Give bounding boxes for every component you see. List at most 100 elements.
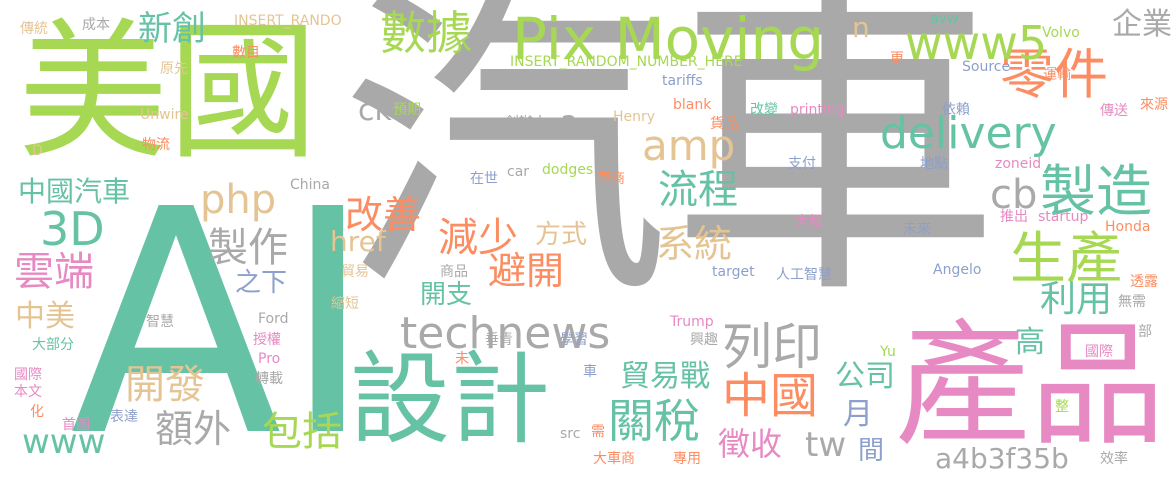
word-intl: 國際: [14, 367, 42, 383]
word-cloud-zh: 雲端: [14, 249, 94, 295]
word-commodity: 商品: [440, 264, 468, 280]
word-pro: Pro: [258, 351, 281, 367]
word-method: 方式: [535, 220, 588, 250]
word-extra: 額外: [155, 407, 232, 451]
word-angelo: Angelo: [933, 262, 982, 278]
word-vehicle: 車: [583, 364, 597, 380]
word-cover-image: 首圖: [62, 417, 90, 433]
word-ford: Ford: [258, 311, 289, 327]
word-origin: 來源: [1140, 97, 1168, 113]
word-technews: technews: [400, 308, 611, 359]
word-data: 數據: [380, 6, 472, 60]
word-www5: www5: [905, 16, 1048, 70]
word-levy: 徵收: [718, 425, 783, 463]
word-parts: 零件: [1000, 43, 1108, 106]
word-improve: 改善: [345, 193, 422, 237]
word-dodges: dodges: [542, 162, 594, 178]
word-print: 列印: [722, 318, 822, 376]
word-goods: 貨品: [710, 116, 738, 132]
word-henry: Henry: [613, 109, 656, 125]
word-zoneid: zoneid: [995, 156, 1042, 172]
word-startup-zh: 新創: [138, 9, 206, 49]
word-month: 月: [843, 397, 873, 432]
word-printing: printing: [790, 102, 845, 118]
word-d: D: [32, 143, 43, 159]
word-this-article: 本文: [14, 384, 42, 400]
word-make: 製作: [208, 225, 288, 271]
word-count: 數目: [232, 45, 260, 61]
word-source: Source: [962, 59, 1011, 75]
word-cost: 成本: [82, 17, 110, 33]
word-product: 產品: [895, 307, 1165, 464]
word-between: 間: [858, 436, 885, 466]
word-change: 改變: [750, 102, 778, 118]
word-more: 更: [890, 51, 904, 67]
word-learn: 學習: [560, 332, 588, 348]
word-ck: ck: [358, 93, 392, 128]
word-efficiency: 效率: [1100, 451, 1128, 467]
word-delivery: delivery: [880, 108, 1057, 159]
word-favor: 垂青: [485, 332, 513, 348]
word-3d: 3D: [40, 202, 105, 256]
word-reduce: 減少: [438, 215, 518, 261]
word-founder: 創辦人: [505, 115, 547, 131]
word-car: 汽車: [340, 0, 1000, 337]
word-pay: 支付: [788, 156, 816, 172]
word-launch: 推出: [1000, 209, 1028, 225]
word-trump: Trump: [670, 314, 714, 330]
word-system: 系統: [656, 222, 733, 266]
word-volvo: Volvo: [1042, 25, 1080, 41]
word-target: target: [712, 264, 755, 280]
word-future: 未來: [903, 221, 931, 237]
word-utilize: 利用: [1040, 279, 1113, 320]
word-dealer: 車商: [597, 171, 625, 187]
word-smart: 智慧: [146, 314, 174, 330]
word-whole: 整: [1055, 399, 1069, 415]
word-startup-en: startup: [1038, 209, 1089, 225]
word-reprint: 轉載: [255, 371, 283, 387]
word-hash: a4b3f35b: [935, 442, 1069, 475]
word-include: 包括: [262, 409, 342, 455]
word-expect: 預期: [393, 102, 421, 118]
word-yu: Yu: [880, 344, 896, 360]
word-enterprise: 企業: [1112, 7, 1172, 42]
word-avw: avw: [930, 11, 959, 27]
word-artificial-intelligence: 人工智慧: [776, 267, 832, 283]
word-express: 表達: [110, 409, 138, 425]
word-trade-war: 貿易戰: [620, 359, 710, 394]
word-depend: 依賴: [942, 102, 970, 118]
word-location: 地點: [920, 156, 948, 172]
word-high: 高: [1015, 325, 1045, 360]
word-dedicated: 專用: [673, 451, 701, 467]
word-production: 生產: [1010, 227, 1122, 292]
word-greatly: 大幅: [795, 214, 823, 230]
word-usa: 美國: [18, 6, 319, 180]
word-originally: 原先: [160, 61, 188, 77]
word-n: n: [852, 11, 870, 44]
word-www: www: [22, 422, 106, 462]
word-insert-rando: INSERT_RANDO: [234, 13, 342, 29]
word-transport: 運輸: [1043, 67, 1071, 83]
word-alive: 在世: [470, 171, 498, 187]
word-honda: Honda: [1105, 219, 1151, 235]
word-tw: tw: [805, 425, 847, 465]
word-amp: amp: [642, 121, 736, 170]
word-ai: AI: [70, 144, 374, 482]
word-img: img: [477, 26, 504, 42]
word-cb: cb: [990, 172, 1038, 218]
word-transmit: 傳送: [1100, 103, 1128, 119]
word-avoid: 避開: [488, 249, 565, 293]
word-trade: 貿易: [341, 264, 369, 280]
word-insert-random: INSERT_RANDOM_NUMBER_HERE: [510, 54, 743, 70]
word-license: 授權: [253, 332, 281, 348]
word-develop: 開發: [125, 362, 205, 408]
word-no-need: 無需: [1118, 294, 1146, 310]
word-a: a: [560, 105, 579, 140]
word-logistics: 物流: [142, 137, 170, 153]
word-manufacture: 製造: [1040, 160, 1152, 225]
word-src: src: [560, 426, 581, 442]
word-china-en: China: [290, 177, 330, 193]
word-car-en: car: [507, 164, 530, 180]
word-shorten: 縮短: [331, 296, 359, 312]
